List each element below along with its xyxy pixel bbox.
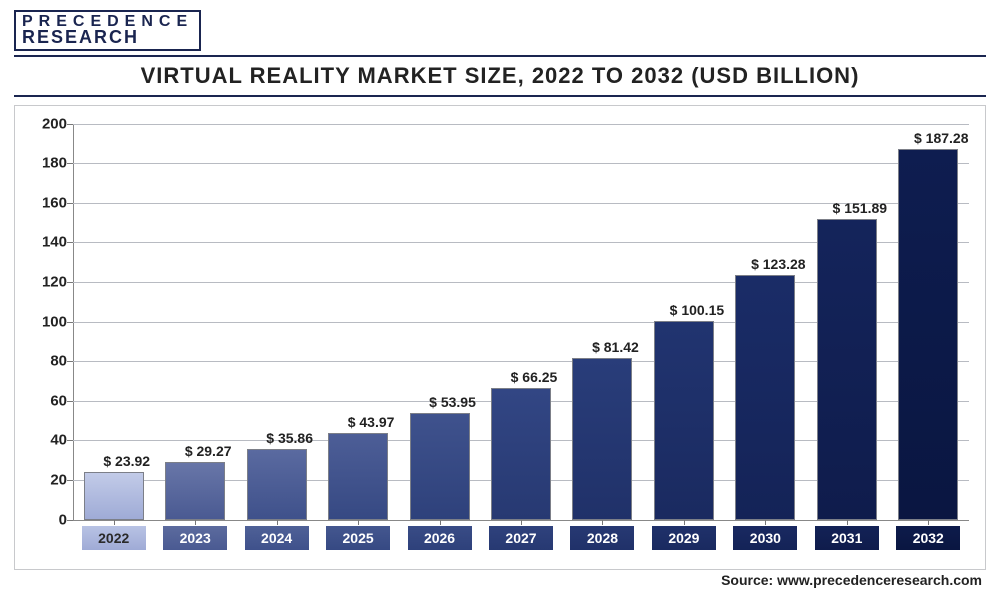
bar: $ 66.25 <box>491 388 551 519</box>
logo-line2: RESEARCH <box>22 29 193 45</box>
bar: $ 23.92 <box>84 472 144 519</box>
y-tick <box>67 440 73 441</box>
x-label: 2029 <box>652 526 716 550</box>
x-tick <box>114 520 115 525</box>
x-tick <box>684 520 685 525</box>
precedence-logo: PRECEDENCE RESEARCH <box>14 10 201 51</box>
x-tick <box>358 520 359 525</box>
bar-value-label: $ 53.95 <box>405 394 501 414</box>
bar: $ 187.28 <box>898 149 958 520</box>
bar-value-label: $ 187.28 <box>893 130 989 150</box>
y-tick-label: 160 <box>29 194 67 211</box>
x-tick <box>277 520 278 525</box>
x-label: 2027 <box>489 526 553 550</box>
x-label: 2025 <box>326 526 390 550</box>
y-tick-label: 100 <box>29 313 67 330</box>
x-axis: 2022 2023 2024 2025 2026 2027 2028 2029 2030 2031… <box>73 520 969 556</box>
y-tick <box>67 124 73 125</box>
bar: $ 100.15 <box>654 321 714 519</box>
y-tick <box>67 401 73 402</box>
bar-value-label: $ 81.42 <box>567 339 663 359</box>
x-label: 2031 <box>815 526 879 550</box>
x-label: 2028 <box>570 526 634 550</box>
y-tick-label: 120 <box>29 273 67 290</box>
x-label: 2030 <box>733 526 797 550</box>
x-tick <box>440 520 441 525</box>
y-tick-label: 60 <box>29 392 67 409</box>
chart-title: VIRTUAL REALITY MARKET SIZE, 2022 TO 203… <box>14 55 986 97</box>
plot-area: 020406080100120140160180200$ 23.92$ 29.2… <box>73 124 969 520</box>
y-tick-label: 140 <box>29 234 67 251</box>
x-tick <box>847 520 848 525</box>
bar-value-label: $ 66.25 <box>486 369 582 389</box>
x-tick <box>928 520 929 525</box>
y-tick <box>67 163 73 164</box>
grid-line <box>73 124 969 125</box>
x-label: 2026 <box>408 526 472 550</box>
x-label: 2024 <box>245 526 309 550</box>
x-tick <box>195 520 196 525</box>
y-tick <box>67 242 73 243</box>
y-tick-label: 40 <box>29 432 67 449</box>
chart-container: 0 20 40 60 80 100 120 140 160 180 200 $ 23.92 $ 29.2… <box>14 105 986 570</box>
x-tick <box>602 520 603 525</box>
x-tick <box>765 520 766 525</box>
bar: $ 43.97 <box>328 433 388 520</box>
bar-value-label: $ 151.89 <box>812 200 908 220</box>
y-tick <box>67 282 73 283</box>
y-tick <box>67 322 73 323</box>
x-label: 2032 <box>896 526 960 550</box>
bar-value-label: $ 100.15 <box>649 302 745 322</box>
bar: $ 35.86 <box>247 449 307 520</box>
bar: $ 29.27 <box>165 462 225 520</box>
y-tick <box>67 203 73 204</box>
y-tick-label: 200 <box>29 115 67 132</box>
bar-value-label: $ 43.97 <box>323 414 419 434</box>
source-text: Source: www.precedenceresearch.com <box>721 572 982 588</box>
bar: $ 151.89 <box>817 219 877 520</box>
bar-value-label: $ 123.28 <box>730 256 826 276</box>
x-tick <box>521 520 522 525</box>
x-label: 2022 <box>82 526 146 550</box>
y-tick-label: 80 <box>29 353 67 370</box>
bar: $ 123.28 <box>735 275 795 519</box>
y-tick <box>67 361 73 362</box>
bar: $ 53.95 <box>410 413 470 520</box>
x-label: 2023 <box>163 526 227 550</box>
y-tick-label: 0 <box>29 511 67 528</box>
y-tick <box>67 480 73 481</box>
y-tick-label: 20 <box>29 471 67 488</box>
grid-line <box>73 163 969 164</box>
bar: $ 81.42 <box>572 358 632 519</box>
y-tick-label: 180 <box>29 155 67 172</box>
